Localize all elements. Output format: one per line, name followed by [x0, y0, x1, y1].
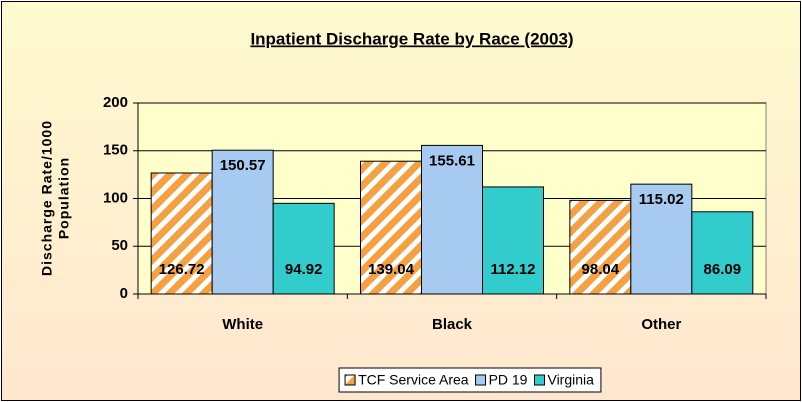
data-label: 112.12 [490, 261, 535, 278]
data-label: 115.02 [639, 191, 684, 208]
legend-label: TCF Service Area [358, 372, 469, 388]
x-tick-label: Other [641, 316, 681, 333]
y-tick-label: 200 [103, 94, 128, 111]
y-axis-label: Discharge Rate/1000 Population [39, 120, 72, 276]
legend-swatch [344, 374, 356, 386]
y-axis-label-line: Population [56, 157, 72, 239]
legend-label: PD 19 [489, 372, 528, 388]
data-label: 139.04 [368, 261, 415, 278]
data-label: 150.57 [220, 157, 266, 174]
y-tick-label: 50 [111, 237, 128, 254]
data-label: 126.72 [159, 261, 205, 278]
bar [482, 186, 544, 295]
data-label: 155.61 [429, 152, 475, 169]
y-axis-label-line: Discharge Rate/1000 [39, 120, 55, 276]
bar [691, 211, 754, 295]
chart-title: Inpatient Discharge Rate by Race (2003) [250, 29, 573, 48]
legend-swatch [533, 374, 545, 386]
data-label: 86.09 [704, 261, 742, 278]
data-label: 94.92 [285, 261, 323, 278]
legend [338, 367, 602, 393]
x-tick-label: White [222, 316, 263, 333]
bar [272, 202, 335, 295]
y-tick-label: 100 [103, 189, 128, 206]
bar [360, 160, 422, 295]
legend-swatch [475, 374, 487, 386]
y-tick-label: 150 [103, 142, 128, 159]
x-tick-label: Black [432, 316, 473, 333]
legend-label: Virginia [547, 372, 594, 388]
y-tick-label: 0 [120, 285, 128, 302]
bar [421, 144, 483, 295]
bar [630, 183, 693, 295]
bar [569, 199, 632, 295]
data-label: 98.04 [582, 261, 620, 278]
